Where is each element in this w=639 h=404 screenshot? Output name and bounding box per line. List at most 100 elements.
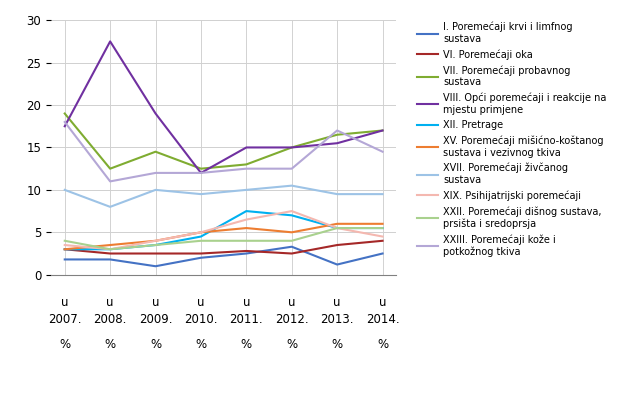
VII. Poremećaji probavnog
sustava xyxy=(106,166,114,171)
VIII. Opći poremećaji i reakcije na
mjestu primjene xyxy=(197,170,204,175)
Line: I. Poremećaji krvi i limfnog
sustava: I. Poremećaji krvi i limfnog sustava xyxy=(65,247,383,266)
XVII. Poremećaji živčanog
sustava xyxy=(379,192,387,197)
XXIII. Poremećaji kože i
potkožnog tkiva xyxy=(61,120,68,124)
XXIII. Poremećaji kože i
potkožnog tkiva xyxy=(106,179,114,184)
Text: 2014.: 2014. xyxy=(366,313,399,326)
Text: u: u xyxy=(334,296,341,309)
VII. Poremećaji probavnog
sustava xyxy=(243,162,250,167)
Line: XXII. Poremećaji dišnog sustava,
prsišta i sredoprsja: XXII. Poremećaji dišnog sustava, prsišta… xyxy=(65,228,383,249)
Text: u: u xyxy=(243,296,250,309)
XXII. Poremećaji dišnog sustava,
prsišta i sredoprsja xyxy=(288,238,296,243)
XXII. Poremećaji dišnog sustava,
prsišta i sredoprsja xyxy=(334,225,341,230)
I. Poremećaji krvi i limfnog
sustava xyxy=(61,257,68,262)
Text: u: u xyxy=(288,296,295,309)
VII. Poremećaji probavnog
sustava xyxy=(197,166,204,171)
VIII. Opći poremećaji i reakcije na
mjestu primjene xyxy=(379,128,387,133)
I. Poremećaji krvi i limfnog
sustava xyxy=(106,257,114,262)
VI. Poremećaji oka xyxy=(61,247,68,252)
Line: XII. Pretrage: XII. Pretrage xyxy=(65,211,383,249)
XXII. Poremećaji dišnog sustava,
prsišta i sredoprsja xyxy=(197,238,204,243)
XV. Poremećaji mišićno-koštanog
sustava i vezivnog tkiva xyxy=(379,221,387,226)
XXIII. Poremećaji kože i
potkožnog tkiva xyxy=(379,149,387,154)
XII. Pretrage xyxy=(61,247,68,252)
Line: XV. Poremećaji mišićno-koštanog
sustava i vezivnog tkiva: XV. Poremećaji mišićno-koštanog sustava … xyxy=(65,224,383,249)
Text: 2010.: 2010. xyxy=(184,313,218,326)
XIX. Psihijatrijski poremećaji xyxy=(106,247,114,252)
I. Poremećaji krvi i limfnog
sustava xyxy=(243,251,250,256)
VI. Poremećaji oka xyxy=(151,251,159,256)
Text: u: u xyxy=(197,296,204,309)
XII. Pretrage xyxy=(288,213,296,218)
VII. Poremećaji probavnog
sustava xyxy=(334,133,341,137)
VI. Poremećaji oka xyxy=(106,251,114,256)
Text: 2007.: 2007. xyxy=(48,313,82,326)
Text: %: % xyxy=(332,339,343,351)
Text: 2011.: 2011. xyxy=(229,313,263,326)
Text: %: % xyxy=(105,339,116,351)
Line: XIX. Psihijatrijski poremećaji: XIX. Psihijatrijski poremećaji xyxy=(65,211,383,249)
XXII. Poremećaji dišnog sustava,
prsišta i sredoprsja xyxy=(379,225,387,230)
Text: %: % xyxy=(150,339,161,351)
XV. Poremećaji mišićno-koštanog
sustava i vezivnog tkiva xyxy=(61,247,68,252)
XV. Poremećaji mišićno-koštanog
sustava i vezivnog tkiva xyxy=(243,225,250,230)
XIX. Psihijatrijski poremećaji xyxy=(288,208,296,213)
VII. Poremećaji probavnog
sustava xyxy=(288,145,296,150)
VIII. Opći poremećaji i reakcije na
mjestu primjene xyxy=(243,145,250,150)
Text: %: % xyxy=(59,339,70,351)
I. Poremećaji krvi i limfnog
sustava xyxy=(379,251,387,256)
VI. Poremećaji oka xyxy=(197,251,204,256)
XVII. Poremećaji živčanog
sustava xyxy=(243,187,250,192)
XXIII. Poremećaji kože i
potkožnog tkiva xyxy=(151,170,159,175)
VII. Poremećaji probavnog
sustava xyxy=(379,128,387,133)
XVII. Poremećaji živčanog
sustava xyxy=(151,187,159,192)
VI. Poremećaji oka xyxy=(288,251,296,256)
Line: VI. Poremećaji oka: VI. Poremećaji oka xyxy=(65,241,383,254)
Text: %: % xyxy=(286,339,297,351)
VIII. Opći poremećaji i reakcije na
mjestu primjene xyxy=(288,145,296,150)
I. Poremećaji krvi i limfnog
sustava xyxy=(334,262,341,267)
XXIII. Poremećaji kože i
potkožnog tkiva xyxy=(288,166,296,171)
XII. Pretrage xyxy=(379,225,387,230)
XV. Poremećaji mišićno-koštanog
sustava i vezivnog tkiva xyxy=(334,221,341,226)
Text: 2009.: 2009. xyxy=(139,313,173,326)
XV. Poremećaji mišićno-koštanog
sustava i vezivnog tkiva xyxy=(288,230,296,235)
XIX. Psihijatrijski poremećaji xyxy=(61,242,68,247)
XIX. Psihijatrijski poremećaji xyxy=(334,225,341,230)
Line: XXIII. Poremećaji kože i
potkožnog tkiva: XXIII. Poremećaji kože i potkožnog tkiva xyxy=(65,122,383,181)
VI. Poremećaji oka xyxy=(379,238,387,243)
XII. Pretrage xyxy=(106,247,114,252)
XVII. Poremećaji živčanog
sustava xyxy=(106,204,114,209)
XVII. Poremećaji živčanog
sustava xyxy=(288,183,296,188)
Text: u: u xyxy=(106,296,114,309)
VI. Poremećaji oka xyxy=(334,242,341,247)
Legend: I. Poremećaji krvi i limfnog
sustava, VI. Poremećaji oka, VII. Poremećaji probav: I. Poremećaji krvi i limfnog sustava, VI… xyxy=(415,20,608,259)
VIII. Opći poremećaji i reakcije na
mjestu primjene xyxy=(106,39,114,44)
Text: 2008.: 2008. xyxy=(93,313,127,326)
VIII. Opći poremećaji i reakcije na
mjestu primjene xyxy=(151,111,159,116)
XXII. Poremećaji dišnog sustava,
prsišta i sredoprsja xyxy=(243,238,250,243)
XII. Pretrage xyxy=(151,242,159,247)
XIX. Psihijatrijski poremećaji xyxy=(243,217,250,222)
XXII. Poremećaji dišnog sustava,
prsišta i sredoprsja xyxy=(151,242,159,247)
VII. Poremećaji probavnog
sustava xyxy=(61,111,68,116)
XXIII. Poremećaji kože i
potkožnog tkiva xyxy=(197,170,204,175)
XXII. Poremećaji dišnog sustava,
prsišta i sredoprsja xyxy=(61,238,68,243)
XXIII. Poremećaji kože i
potkožnog tkiva xyxy=(334,128,341,133)
I. Poremećaji krvi i limfnog
sustava xyxy=(151,264,159,269)
XVII. Poremećaji živčanog
sustava xyxy=(61,187,68,192)
Text: u: u xyxy=(379,296,387,309)
Line: VIII. Opći poremećaji i reakcije na
mjestu primjene: VIII. Opći poremećaji i reakcije na mjes… xyxy=(65,42,383,173)
XV. Poremećaji mišićno-koštanog
sustava i vezivnog tkiva xyxy=(151,238,159,243)
Text: u: u xyxy=(61,296,68,309)
VII. Poremećaji probavnog
sustava xyxy=(151,149,159,154)
I. Poremećaji krvi i limfnog
sustava xyxy=(288,244,296,249)
XII. Pretrage xyxy=(334,225,341,230)
Text: %: % xyxy=(377,339,388,351)
XII. Pretrage xyxy=(243,208,250,213)
XVII. Poremećaji živčanog
sustava xyxy=(197,192,204,197)
VI. Poremećaji oka xyxy=(243,248,250,253)
XXIII. Poremećaji kože i
potkožnog tkiva xyxy=(243,166,250,171)
XIX. Psihijatrijski poremećaji xyxy=(151,238,159,243)
XV. Poremećaji mišićno-koštanog
sustava i vezivnog tkiva xyxy=(106,242,114,247)
XIX. Psihijatrijski poremećaji xyxy=(379,234,387,239)
